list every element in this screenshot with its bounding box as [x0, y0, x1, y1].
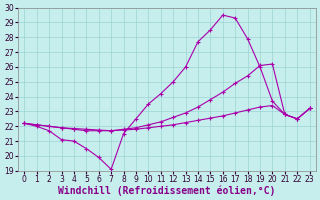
X-axis label: Windchill (Refroidissement éolien,°C): Windchill (Refroidissement éolien,°C) [58, 185, 276, 196]
